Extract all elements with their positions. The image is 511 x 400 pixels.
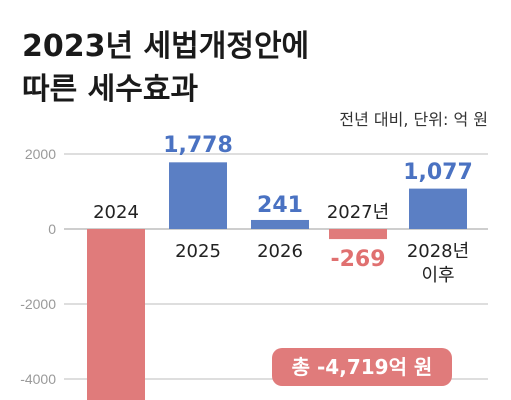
total-badge-background <box>272 348 452 386</box>
value-label: 1,077 <box>403 160 473 185</box>
category-label: 2024 <box>93 202 139 223</box>
category-label: 2028년 <box>407 241 469 262</box>
total-badge-label: 총 -4,719억 원 <box>292 355 433 379</box>
value-label: 241 <box>257 193 303 218</box>
bar <box>169 162 227 229</box>
category-label: 2027년 <box>327 202 389 223</box>
y-tick-label: -2000 <box>20 296 56 312</box>
bar <box>87 229 145 400</box>
chart-title-line-1: 2023년 세법개정안에 <box>22 29 309 64</box>
value-label: -269 <box>330 247 385 272</box>
category-label: 2025 <box>175 241 221 262</box>
y-tick-label: 0 <box>48 221 56 237</box>
y-tick-label: 2000 <box>25 146 56 162</box>
chart-title-line-2: 따른 세수효과 <box>22 72 198 107</box>
bar <box>251 219 309 229</box>
value-label: 1,778 <box>163 133 233 158</box>
category-label: 2026 <box>257 241 303 262</box>
y-tick-label: -4000 <box>20 371 56 387</box>
unit-note: 전년 대비, 단위: 억 원 <box>339 110 488 129</box>
total-badge: 총 -4,719억 원 <box>272 348 452 386</box>
bar <box>409 188 467 229</box>
category-label: 이후 <box>421 265 454 286</box>
bar <box>329 229 387 240</box>
